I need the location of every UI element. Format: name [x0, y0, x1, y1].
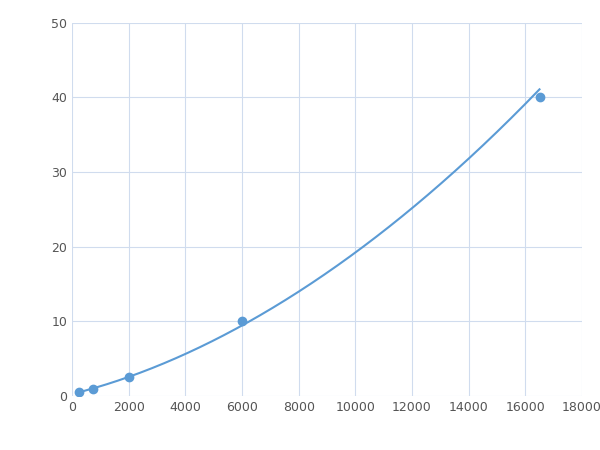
Point [237, 318, 247, 325]
Point [88, 385, 98, 392]
Point [124, 374, 133, 381]
Point [535, 94, 544, 101]
Point [74, 389, 84, 396]
